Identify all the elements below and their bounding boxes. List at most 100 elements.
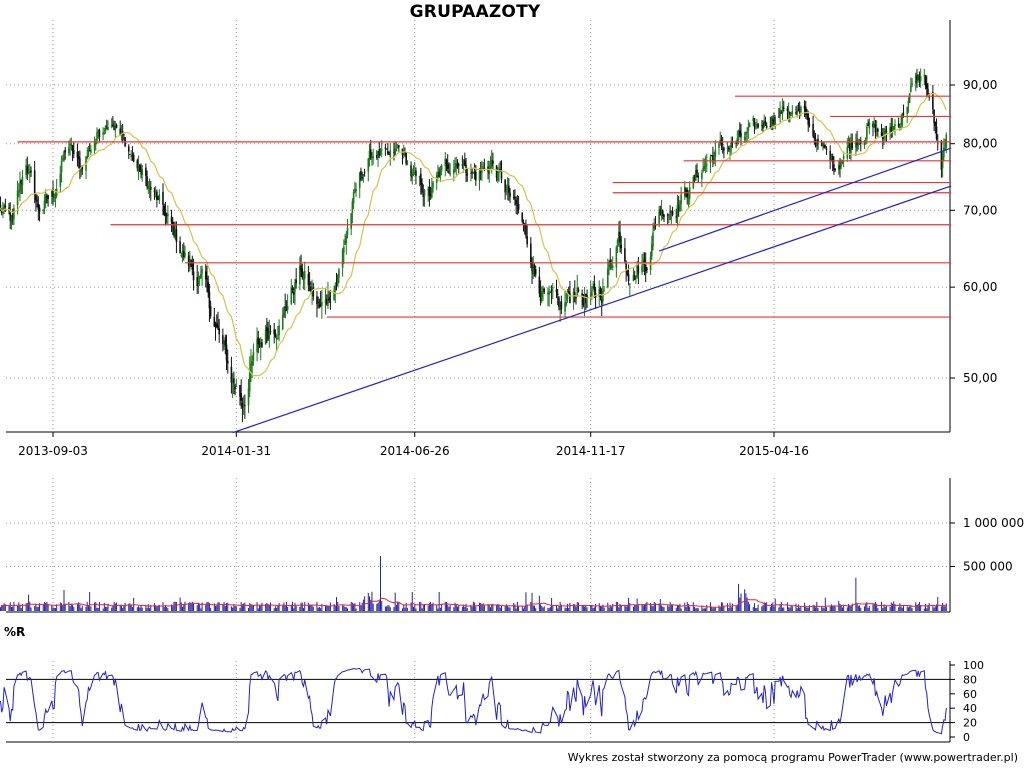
candle-body	[945, 134, 948, 148]
candle-body	[321, 301, 323, 306]
candle-body	[286, 305, 289, 310]
candle-body	[250, 363, 252, 373]
candle-body	[668, 214, 670, 216]
candle-body	[569, 292, 571, 303]
candle-body	[599, 287, 602, 297]
candle-body	[652, 232, 654, 247]
candle-body	[702, 167, 704, 171]
candle-body	[362, 174, 365, 176]
candle-body	[2, 212, 4, 214]
candle-body	[72, 150, 75, 154]
candle-body	[189, 261, 191, 269]
candle-body	[54, 193, 57, 199]
candle-body	[350, 213, 352, 229]
candle-body	[825, 148, 828, 150]
y-tick-label: 70,00	[963, 203, 997, 217]
candle-body	[550, 289, 553, 291]
candle-body	[145, 167, 147, 176]
candle-body	[683, 186, 686, 197]
candle-body	[295, 279, 297, 283]
candle-body	[729, 148, 731, 152]
candle-body	[377, 151, 379, 158]
candle-body	[104, 125, 107, 132]
candle-body	[300, 265, 302, 271]
candle-body	[215, 323, 218, 328]
candle-body	[890, 126, 893, 132]
candle-body	[864, 137, 867, 140]
candle-body	[445, 160, 448, 165]
candle-body	[180, 254, 183, 256]
candle-body	[817, 138, 819, 143]
candle-body	[615, 247, 618, 268]
candle-body	[102, 132, 104, 135]
y-tick-label: 50,00	[963, 371, 997, 385]
candle-body	[283, 307, 285, 316]
candle-body	[81, 165, 84, 170]
candle-body	[310, 286, 312, 292]
candle-body	[618, 231, 620, 243]
candle-body	[16, 190, 19, 206]
candle-body	[609, 259, 612, 264]
footer-credit: Wykres został stworzony za pomocą progra…	[567, 751, 1018, 764]
candle-body	[352, 192, 355, 204]
candle-body	[68, 147, 70, 154]
candle-body	[406, 163, 409, 165]
candle-body	[371, 157, 373, 159]
candle-body	[475, 172, 477, 181]
candle-body	[522, 222, 525, 224]
candle-body	[61, 158, 64, 160]
candle-body	[363, 171, 366, 173]
candle-body	[558, 297, 560, 307]
candle-body	[70, 143, 73, 146]
candle-body	[110, 125, 113, 127]
candle-body	[598, 288, 601, 297]
candle-body	[712, 155, 714, 162]
candle-body	[11, 214, 14, 217]
candle-body	[428, 186, 431, 196]
candle-body	[192, 271, 195, 281]
candle-body	[851, 141, 854, 149]
candle-body	[824, 145, 827, 147]
candle-body	[800, 106, 802, 113]
wr-line	[0, 667, 947, 735]
candle-body	[240, 392, 242, 401]
candle-body	[307, 273, 310, 286]
candle-body	[892, 126, 895, 130]
candle-body	[944, 148, 946, 150]
candle-body	[515, 199, 517, 205]
candle-body	[669, 211, 671, 213]
candle-body	[191, 263, 194, 270]
candle-body	[28, 171, 31, 173]
candle-body	[902, 113, 905, 115]
candle-body	[223, 340, 225, 347]
candle-body	[782, 107, 785, 109]
candle-body	[0, 205, 2, 208]
candle-body	[324, 299, 327, 304]
candle-body	[481, 168, 483, 173]
candle-body	[4, 205, 7, 208]
candle-body	[840, 164, 843, 166]
volume-bars	[0, 556, 947, 611]
wr-y-tick-label: 40	[963, 702, 977, 715]
candle-body	[479, 170, 482, 172]
candle-body	[207, 281, 209, 293]
candle-body	[894, 124, 896, 126]
candle-body	[735, 142, 737, 144]
candle-body	[848, 143, 851, 151]
candle-body	[585, 293, 587, 299]
candle-body	[498, 170, 500, 173]
candle-body	[565, 301, 568, 306]
candle-body	[916, 76, 918, 80]
candle-body	[26, 166, 29, 174]
candle-body	[738, 130, 741, 135]
candle-body	[269, 331, 272, 333]
candle-body	[796, 111, 799, 114]
candle-body	[470, 172, 472, 174]
candle-body	[586, 295, 588, 298]
candle-body	[705, 163, 708, 165]
candle-body	[52, 188, 54, 197]
candle-body	[541, 290, 543, 298]
candle-body	[589, 293, 592, 297]
candle-body	[591, 289, 593, 296]
candle-body	[834, 168, 836, 171]
